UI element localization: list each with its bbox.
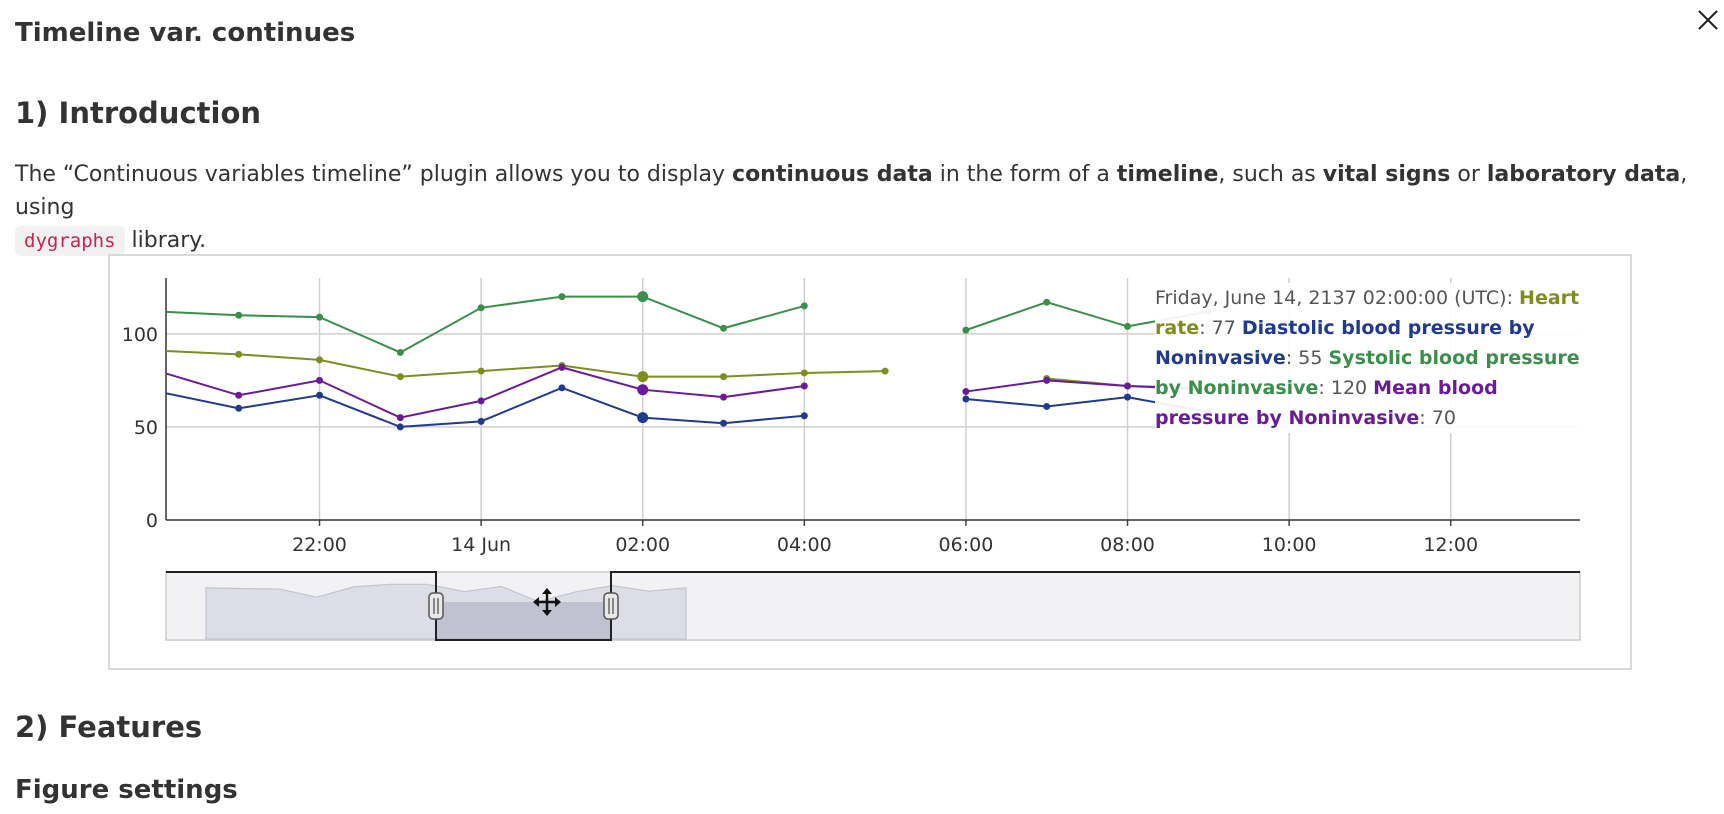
page-title: Timeline var. continues: [15, 18, 356, 48]
figure-settings-heading: Figure settings: [15, 775, 238, 805]
data-point: [477, 367, 485, 375]
x-tick-label: 08:00: [1100, 534, 1155, 556]
section-introduction-heading: 1) Introduction: [15, 96, 262, 130]
range-selected-area: [436, 602, 611, 640]
data-point: [637, 291, 649, 303]
x-tick-label: 02:00: [615, 534, 670, 556]
y-tick-label: 50: [134, 417, 158, 439]
data-point: [558, 293, 566, 301]
legend-mbp-label: Mean blood pressure by Noninvasive: [1155, 377, 1498, 429]
data-point: [477, 417, 485, 425]
data-point: [477, 304, 485, 312]
data-point: [720, 393, 728, 401]
bold-vital-signs: vital signs: [1322, 162, 1451, 187]
data-point: [962, 395, 970, 403]
intro-paragraph: The “Continuous variables timeline” plug…: [15, 158, 1695, 258]
data-point: [477, 397, 485, 405]
legend-sbp-label: Systolic blood pressure by Noninvasive: [1155, 347, 1580, 399]
data-point: [396, 373, 404, 381]
data-point: [316, 391, 324, 399]
bold-laboratory-data: laboratory data: [1486, 162, 1681, 187]
bold-timeline: timeline: [1116, 162, 1219, 187]
data-point: [637, 384, 649, 396]
data-point: [962, 388, 970, 396]
data-point: [1043, 376, 1051, 384]
data-point: [637, 412, 649, 424]
close-button[interactable]: [1694, 6, 1722, 34]
data-point: [558, 363, 566, 371]
data-point: [881, 367, 889, 375]
data-point: [962, 326, 970, 334]
data-point: [558, 384, 566, 392]
chart-legend: Friday, June 14, 2137 02:00:00 (UTC): He…: [1155, 283, 1585, 433]
x-tick-label: 12:00: [1423, 534, 1478, 556]
series-layer: [154, 291, 1212, 431]
data-point: [154, 347, 161, 354]
tick-layer: 22:00 14 Jun 02:00 04:00 06:00 08:00 10:00 12:0…: [122, 324, 1478, 556]
data-point: [396, 423, 404, 431]
range-handle-right[interactable]: [603, 592, 619, 620]
bold-continuous-data: continuous data: [732, 162, 933, 187]
data-point: [1043, 298, 1051, 306]
legend-dbp-label: Diastolic blood pressure by Noninvasive: [1155, 317, 1535, 369]
data-point: [235, 350, 243, 358]
close-x-icon: [1698, 10, 1718, 30]
move-arrows-icon: [533, 588, 561, 616]
x-tick-label: 06:00: [939, 534, 994, 556]
range-selector[interactable]: [165, 571, 1581, 641]
legend-date: Friday, June 14, 2137 02:00:00 (UTC):: [1155, 287, 1520, 309]
x-tick-label: 22:00: [292, 534, 347, 556]
y-tick-label: 100: [122, 324, 158, 346]
data-point: [396, 414, 404, 422]
handle-body: [603, 592, 619, 620]
data-point: [316, 376, 324, 384]
data-point: [800, 412, 808, 420]
code-dygraphs: dygraphs: [15, 226, 125, 256]
data-point: [396, 348, 404, 356]
range-window-outline: [166, 571, 1580, 641]
range-handle-left[interactable]: [428, 592, 444, 620]
section-features-heading: 2) Features: [15, 710, 203, 744]
data-point: [720, 373, 728, 381]
legend-hr-value: : 77: [1199, 317, 1242, 339]
timeline-chart[interactable]: 22:00 14 Jun 02:00 04:00 06:00 08:00 10:00 12:0…: [108, 254, 1632, 670]
data-point: [154, 308, 161, 315]
data-point: [800, 369, 808, 377]
data-point: [316, 313, 324, 321]
legend-hr-label: Heart rate: [1155, 287, 1580, 339]
legend-sbp-value: : 120: [1318, 377, 1374, 399]
data-point: [720, 419, 728, 427]
x-tick-label: 10:00: [1262, 534, 1317, 556]
series-line-1: [166, 349, 886, 378]
data-point: [154, 388, 161, 395]
legend-mbp-value: : 70: [1419, 407, 1456, 429]
data-point: [637, 371, 649, 383]
data-point: [235, 404, 243, 412]
data-point: [1043, 402, 1051, 410]
legend-dbp-value: : 55: [1285, 347, 1329, 369]
data-point: [800, 302, 808, 310]
axis-layer: [165, 278, 1580, 526]
chart-svg[interactable]: 22:00 14 Jun 02:00 04:00 06:00 08:00 10:00 12:0…: [110, 256, 1634, 672]
data-point: [1124, 393, 1132, 401]
data-point: [154, 368, 161, 375]
x-tick-label: 04:00: [777, 534, 832, 556]
handle-body: [428, 592, 444, 620]
data-point: [1124, 382, 1132, 390]
data-point: [316, 356, 324, 364]
data-point: [235, 391, 243, 399]
data-point: [1124, 322, 1132, 330]
data-point: [720, 324, 728, 332]
y-tick-label: 0: [146, 510, 158, 532]
data-point: [800, 382, 808, 390]
data-point: [235, 311, 243, 319]
x-tick-label: 14 Jun: [451, 534, 511, 556]
